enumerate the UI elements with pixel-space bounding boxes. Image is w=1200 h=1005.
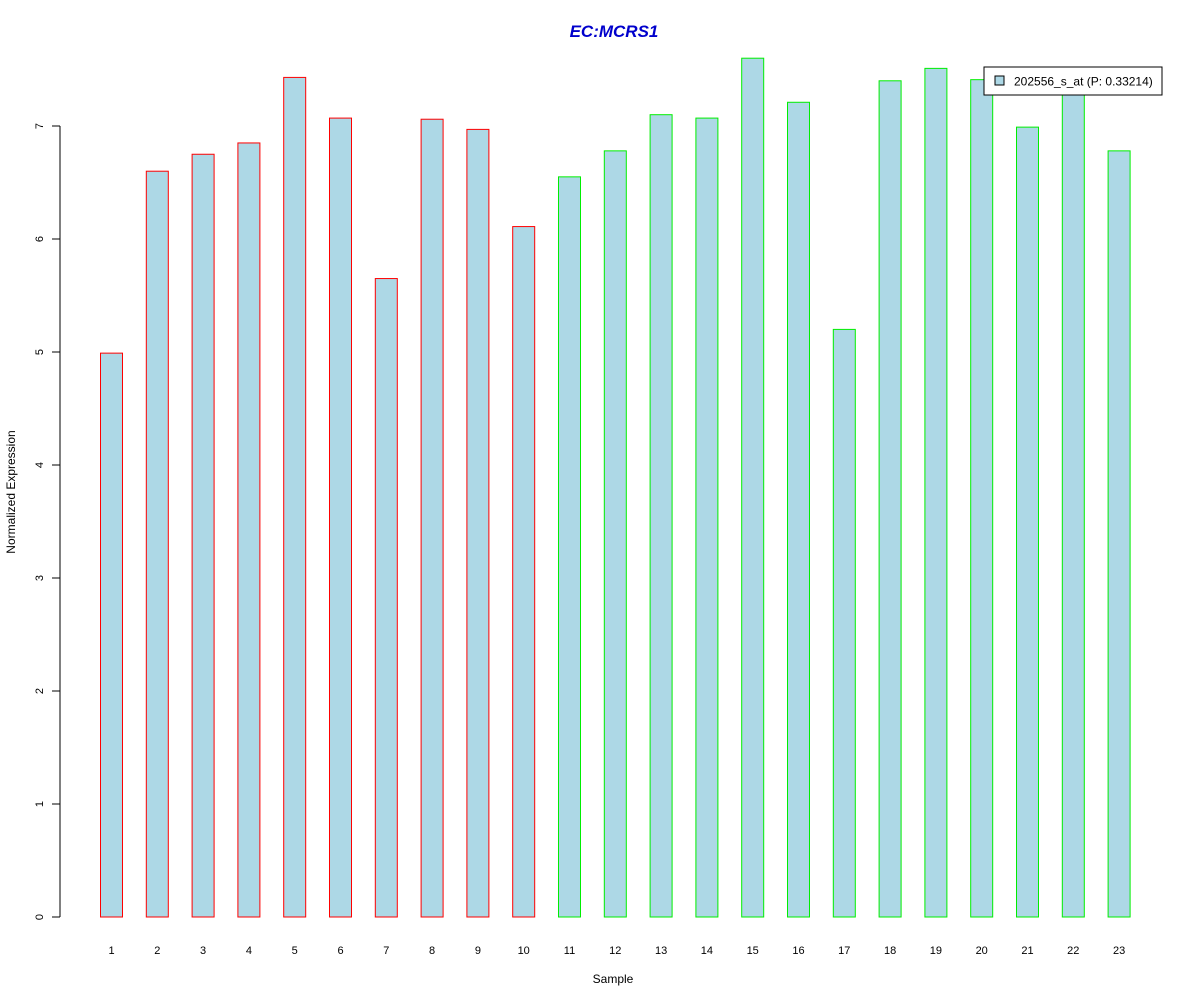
bar-sample-7 xyxy=(374,278,398,918)
x-tick-label: 10 xyxy=(518,945,530,957)
bar-sample-16 xyxy=(787,101,810,918)
y-tick-label: 4 xyxy=(34,462,46,468)
x-tick-label: 23 xyxy=(1113,945,1125,957)
legend-series-label: 202556_s_at (P: 0.33214) xyxy=(1014,75,1153,89)
y-tick-label: 0 xyxy=(34,914,46,920)
y-tick-label: 7 xyxy=(34,123,46,129)
x-tick-label: 20 xyxy=(976,945,988,957)
bar-sample-19 xyxy=(924,67,948,918)
legend-swatch xyxy=(994,75,1005,86)
x-tick-label: 13 xyxy=(655,945,667,957)
x-tick-label: 8 xyxy=(429,945,435,957)
x-tick-label: 6 xyxy=(337,945,343,957)
bar-sample-11 xyxy=(558,176,581,918)
bar-sample-14 xyxy=(695,117,719,918)
x-tick-label: 5 xyxy=(292,945,298,957)
x-tick-label: 18 xyxy=(884,945,896,957)
legend-box xyxy=(983,66,1163,96)
x-tick-label: 21 xyxy=(1021,945,1033,957)
bar-sample-17 xyxy=(832,328,856,918)
bar-sample-10 xyxy=(512,226,536,918)
x-tick-label: 12 xyxy=(609,945,621,957)
bar-sample-4 xyxy=(237,142,261,918)
x-tick-label: 19 xyxy=(930,945,942,957)
y-tick-label: 3 xyxy=(34,575,46,581)
y-tick-label: 2 xyxy=(34,688,46,694)
bar-sample-13 xyxy=(649,114,673,918)
y-tick-label: 5 xyxy=(34,349,46,355)
x-tick-label: 16 xyxy=(792,945,804,957)
y-tick-label: 6 xyxy=(34,236,46,242)
bar-sample-23 xyxy=(1107,150,1131,918)
bar-sample-12 xyxy=(603,150,627,918)
y-axis: 0 1 2 3 4 5 6 7 xyxy=(34,123,61,920)
bar-sample-5 xyxy=(283,76,307,918)
x-tick-label: 7 xyxy=(383,945,389,957)
x-tick-label: 4 xyxy=(246,945,252,957)
x-axis-label: Sample xyxy=(593,972,634,986)
bar-sample-18 xyxy=(878,80,902,918)
x-tick-label: 11 xyxy=(564,945,575,957)
bar-sample-8 xyxy=(420,118,444,918)
x-tick-labels: 1 2 3 4 5 6 7 8 9 10 11 12 13 14 15 16 17 18 19 20 21 22 23 xyxy=(108,945,1125,957)
chart-title: EC:MCRS1 xyxy=(570,22,659,41)
bar-sample-2 xyxy=(145,170,169,918)
x-tick-label: 15 xyxy=(747,945,759,957)
bar-sample-22 xyxy=(1061,92,1085,918)
x-tick-label: 14 xyxy=(701,945,713,957)
y-tick-label: 1 xyxy=(34,801,46,807)
bar-sample-15 xyxy=(741,57,765,918)
x-tick-label: 2 xyxy=(154,945,160,957)
legend: 202556_s_at (P: 0.33214) xyxy=(983,66,1163,96)
x-tick-label: 9 xyxy=(475,945,481,957)
x-tick-label: 17 xyxy=(838,945,850,957)
x-tick-label: 22 xyxy=(1067,945,1079,957)
x-tick-label: 3 xyxy=(200,945,206,957)
bars-group xyxy=(100,57,1131,918)
bar-sample-6 xyxy=(329,117,352,918)
bar-sample-20 xyxy=(970,79,994,918)
bar-sample-9 xyxy=(466,128,490,918)
x-tick-label: 1 xyxy=(108,945,114,957)
bar-sample-21 xyxy=(1016,126,1039,918)
bar-sample-1 xyxy=(100,352,123,918)
bar-sample-3 xyxy=(191,153,215,918)
y-axis-label: Normalized Expression xyxy=(4,430,18,553)
